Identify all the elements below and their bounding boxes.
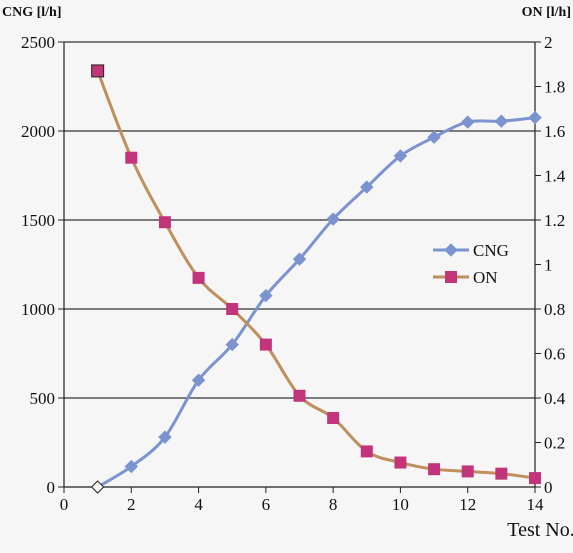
data-point-cng xyxy=(326,212,340,226)
legend: CNG ON xyxy=(433,241,509,287)
data-point-on xyxy=(91,64,105,78)
right-axis-tick-label: 1.6 xyxy=(544,122,565,141)
right-axis-tick-label: 2 xyxy=(544,33,553,52)
data-point-cng xyxy=(225,337,239,352)
left-axis-tick-label: 2000 xyxy=(21,122,55,141)
axes xyxy=(58,41,541,493)
data-point-cng xyxy=(494,114,509,128)
data-point-on xyxy=(226,303,239,315)
data-point-cng xyxy=(158,430,172,444)
data-point-cng xyxy=(461,115,475,129)
gridlines xyxy=(64,41,535,399)
data-point-on xyxy=(495,467,508,480)
data-point-cng xyxy=(124,459,138,474)
legend-marker-on xyxy=(445,271,457,283)
x-axis-tick-label: 12 xyxy=(459,495,476,514)
data-point-on xyxy=(428,463,441,476)
data-point-cng xyxy=(292,252,307,266)
labels: CNG [l/h] ON [l/h] Test No. 050010001500… xyxy=(2,5,573,541)
x-axis-tick-label: 6 xyxy=(262,495,271,514)
data-point-on xyxy=(394,456,407,469)
left-axis-tick-label: 2500 xyxy=(21,33,55,52)
x-axis-tick-label: 2 xyxy=(127,495,136,514)
data-point-on xyxy=(158,216,171,229)
left-axis-tick-label: 0 xyxy=(47,478,56,497)
data-point-on xyxy=(529,472,541,485)
data-point-on xyxy=(461,465,474,478)
data-point-cng xyxy=(528,110,542,125)
data-point-cng xyxy=(360,180,374,194)
series-line-cng xyxy=(96,116,536,489)
right-axis-tick-label: 0.6 xyxy=(544,345,565,364)
data-point-on xyxy=(293,389,306,402)
data-point-cng xyxy=(393,149,408,163)
right-axis-tick-label: 0 xyxy=(544,478,553,497)
right-axis-title: ON [l/h] xyxy=(522,5,571,20)
right-axis-tick-label: 0.8 xyxy=(544,300,565,319)
left-axis-title: CNG [l/h] xyxy=(2,5,62,20)
data-point-on xyxy=(125,151,138,164)
x-axis-title: Test No. xyxy=(507,519,573,541)
x-axis-tick-label: 14 xyxy=(527,495,545,514)
data-point-on xyxy=(192,271,205,284)
x-axis-tick-label: 4 xyxy=(194,495,203,514)
data-point-cng xyxy=(90,480,105,494)
right-axis-tick-label: 0.4 xyxy=(544,389,566,408)
data-point-cng xyxy=(427,130,441,144)
series-group xyxy=(90,64,542,494)
x-axis-tick-label: 8 xyxy=(329,495,338,514)
right-axis-tick-label: 1.8 xyxy=(544,78,565,97)
data-point-cng xyxy=(191,373,206,387)
legend-label-cng: CNG xyxy=(473,241,509,260)
right-axis-tick-label: 1.2 xyxy=(544,211,565,230)
left-axis-tick-label: 1500 xyxy=(21,211,55,230)
right-axis-tick-label: 1.4 xyxy=(544,167,566,186)
data-point-on xyxy=(327,412,340,425)
series-line-on xyxy=(96,70,536,480)
legend-marker-cng xyxy=(444,243,458,257)
left-axis-tick-label: 500 xyxy=(30,389,56,408)
data-point-on xyxy=(259,338,272,351)
x-axis-tick-label: 10 xyxy=(392,495,409,514)
left-axis-tick-label: 1000 xyxy=(21,300,55,319)
right-axis-tick-label: 1 xyxy=(544,256,553,275)
data-point-on xyxy=(360,445,373,458)
right-axis-tick-label: 0.2 xyxy=(544,434,565,453)
legend-label-on: ON xyxy=(473,268,498,287)
x-axis-tick-label: 0 xyxy=(60,495,69,514)
data-point-cng xyxy=(259,288,273,303)
